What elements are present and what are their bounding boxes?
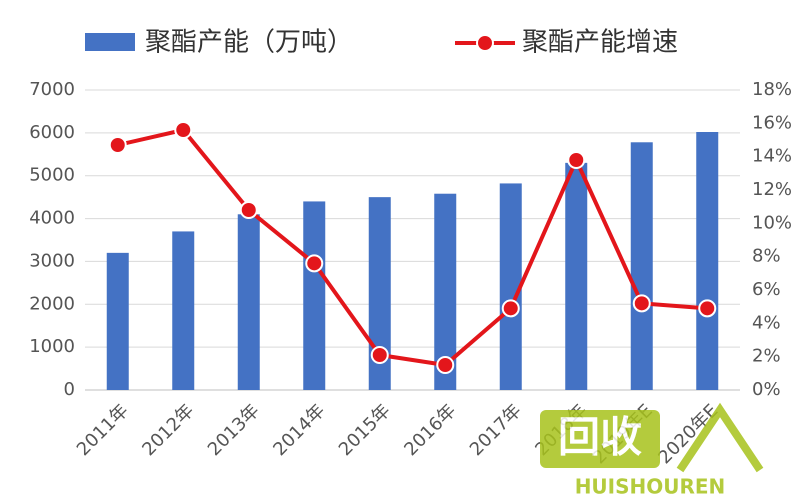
y-tick-label: 6000 (29, 122, 75, 143)
y-tick-label: 0 (64, 379, 75, 400)
y2-tick-label: 12% (752, 179, 792, 200)
legend-label: 聚酯产能（万吨） (145, 28, 353, 58)
watermark-box (540, 410, 660, 468)
x-tick-label: 2016年 (400, 400, 460, 460)
bar (434, 193, 457, 390)
bar (630, 142, 653, 390)
bar (565, 162, 588, 390)
y2-tick-label: 2% (752, 346, 781, 367)
y-tick-label: 1000 (29, 336, 75, 357)
line-marker (108, 136, 127, 154)
bar (696, 132, 719, 390)
bar (303, 201, 326, 390)
y2-tick-label: 8% (752, 246, 781, 267)
y-tick-label: 7000 (29, 79, 75, 100)
legend-swatch (85, 33, 135, 51)
y-tick-label: 3000 (29, 250, 75, 271)
line-marker (436, 356, 455, 374)
y-tick-label: 2000 (29, 293, 75, 314)
line-marker (370, 346, 389, 364)
y2-tick-label: 4% (752, 312, 781, 333)
x-tick-label: 2011年 (73, 400, 133, 460)
y2-tick-label: 0% (752, 379, 781, 400)
x-tick-label: 2014年 (269, 400, 329, 460)
x-tick-label: 2017年 (466, 400, 526, 460)
watermark-roof (676, 402, 764, 473)
bar (106, 252, 129, 390)
line-marker (174, 121, 193, 139)
line-marker (567, 151, 586, 169)
y2-tick-label: 10% (752, 212, 792, 233)
line-marker (632, 294, 651, 313)
watermark: 回收 HUISHOUREN (540, 402, 764, 499)
legend-label: 聚酯产能增速 (522, 28, 678, 58)
watermark-logo: 回收 (558, 413, 642, 462)
legend-marker (476, 34, 494, 52)
x-tick-label: 2013年 (204, 400, 264, 460)
y2-tick-label: 16% (752, 112, 792, 133)
line-marker (239, 201, 258, 219)
x-tick-label: 2015年 (335, 400, 395, 460)
bar (499, 183, 522, 390)
bar (237, 214, 260, 390)
line-marker (305, 254, 324, 273)
line-marker (698, 299, 717, 318)
x-tick-label: 2012年 (138, 400, 198, 460)
y2-tick-label: 14% (752, 146, 792, 167)
y-tick-label: 5000 (29, 165, 75, 186)
watermark-brand: HUISHOUREN (575, 475, 726, 499)
line (117, 127, 708, 368)
y2-tick-label: 18% (752, 79, 792, 100)
y-tick-label: 4000 (29, 208, 75, 229)
bar (172, 231, 195, 390)
line-marker (501, 299, 520, 318)
y2-tick-label: 6% (752, 279, 781, 300)
bar (368, 197, 391, 390)
